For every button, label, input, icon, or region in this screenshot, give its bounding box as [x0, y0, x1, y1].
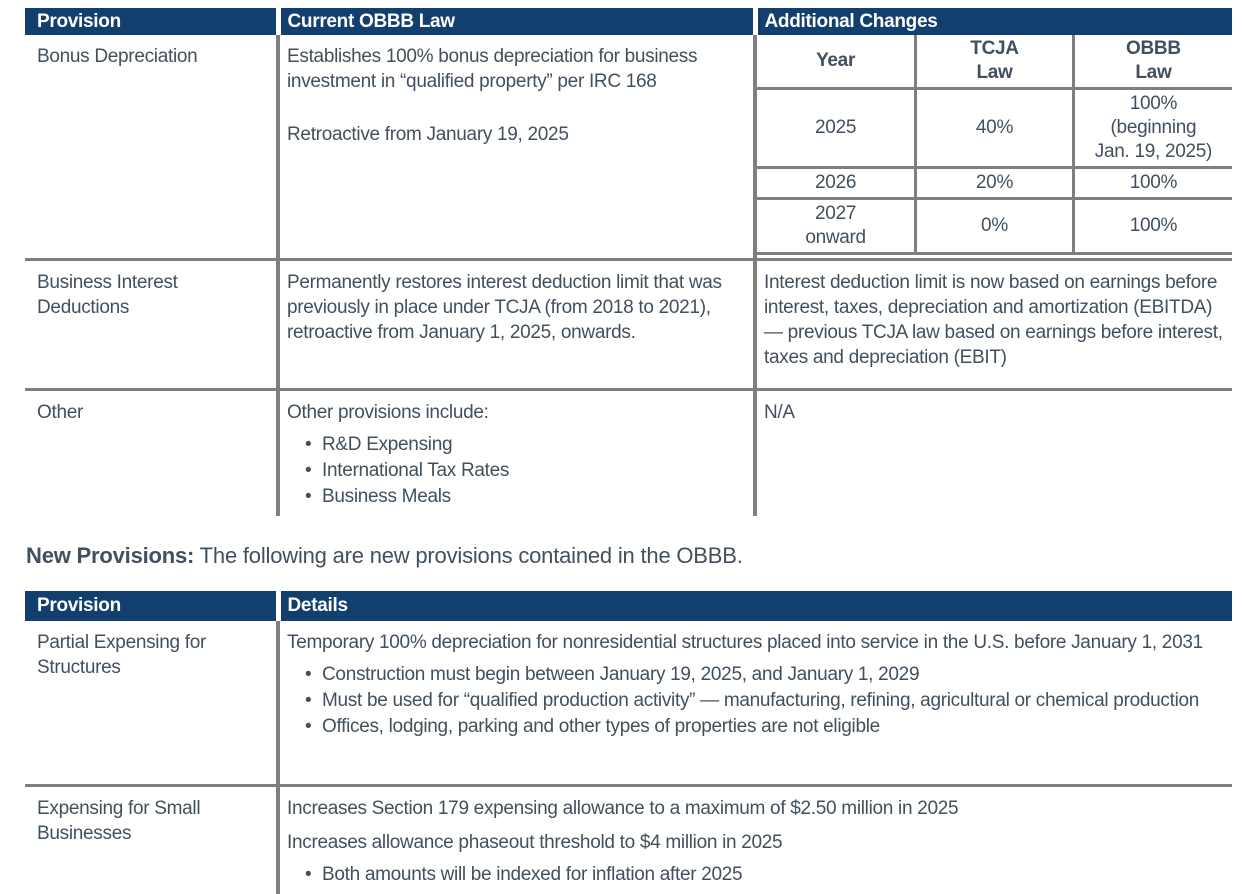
list-item: Both amounts will be indexed for inflati…	[287, 862, 1224, 887]
table1-header-provision: Provision	[25, 8, 278, 35]
year-cell: 2026	[757, 168, 916, 199]
list-item: International Tax Rates	[287, 458, 745, 483]
new-provisions-table: Provision Details Partial Expensing for …	[25, 591, 1232, 894]
provision-cell: Other	[25, 389, 278, 516]
list-item: Business Meals	[287, 484, 745, 509]
year-cell: 2027 onward	[757, 199, 916, 254]
table1-row-business-interest: Business Interest Deductions Permanently…	[25, 259, 1232, 389]
current-law-intro: Other provisions include:	[287, 400, 745, 425]
table1-header-additional-changes: Additional Changes	[755, 8, 1232, 35]
list-item: R&D Expensing	[287, 432, 745, 457]
other-provisions-list: R&D Expensing International Tax Rates Bu…	[287, 432, 745, 509]
current-law-text: Retroactive from January 19, 2025	[287, 122, 745, 147]
provision-label: Bonus Depreciation	[37, 44, 268, 69]
year-cell: 2025	[757, 89, 916, 168]
obbb-rate-cell: 100% (beginning Jan. 19, 2025)	[1073, 89, 1232, 168]
table1-row-other: Other Other provisions include: R&D Expe…	[25, 389, 1232, 516]
provision-cell: Expensing for Small Businesses	[25, 786, 278, 894]
details-text: Increases Section 179 expensing allowanc…	[287, 796, 1224, 821]
details-list: Construction must begin between January …	[287, 662, 1224, 739]
details-cell: Increases Section 179 expensing allowanc…	[278, 786, 1232, 894]
list-item: Construction must begin between January …	[287, 662, 1224, 687]
tcja-rate-cell: 0%	[916, 199, 1074, 254]
rate-header-tcja-law: TCJA Law	[916, 35, 1074, 89]
provision-label: Other	[37, 400, 268, 425]
details-text: Increases allowance phaseout threshold t…	[287, 830, 1224, 855]
obbb-changes-table: Provision Current OBBB Law Additional Ch…	[25, 8, 1232, 516]
tcja-rate-cell: 20%	[916, 168, 1074, 199]
table2-header-row: Provision Details	[25, 591, 1232, 621]
table2-header-details: Details	[278, 591, 1232, 621]
current-law-cell: Other provisions include: R&D Expensing …	[278, 389, 755, 516]
table2-row-partial-expensing: Partial Expensing for Structures Tempora…	[25, 621, 1232, 786]
heading-bold-text: New Provisions:	[26, 543, 194, 568]
heading-regular-text: The following are new provisions contain…	[194, 543, 743, 568]
table1-header-row: Provision Current OBBB Law Additional Ch…	[25, 8, 1232, 35]
rate-row-2026: 2026 20% 100%	[757, 168, 1232, 199]
rate-header-year: Year	[757, 35, 916, 89]
table2-header-provision: Provision	[25, 591, 278, 621]
rate-row-2025: 2025 40% 100% (beginning Jan. 19, 2025)	[757, 89, 1232, 168]
current-law-text: Permanently restores interest deduction …	[287, 270, 745, 345]
additional-changes-cell: Year TCJA Law OBBB Law	[755, 35, 1232, 259]
rate-table-header-row: Year TCJA Law OBBB Law	[757, 35, 1232, 89]
additional-changes-cell: Interest deduction limit is now based on…	[755, 259, 1232, 389]
rate-row-2027-onward: 2027 onward 0% 100%	[757, 199, 1232, 254]
table1-row-bonus-depreciation: Bonus Depreciation Establishes 100% bonu…	[25, 35, 1232, 259]
tcja-rate-cell: 40%	[916, 89, 1074, 168]
current-law-cell: Permanently restores interest deduction …	[278, 259, 755, 389]
provision-cell: Partial Expensing for Structures	[25, 621, 278, 786]
provision-label: Partial Expensing for Structures	[37, 630, 268, 680]
table1-header-current-obbb-law: Current OBBB Law	[278, 8, 755, 35]
details-cell: Temporary 100% depreciation for nonresid…	[278, 621, 1232, 786]
provision-label: Expensing for Small Businesses	[37, 796, 268, 846]
list-item: Offices, lodging, parking and other type…	[287, 714, 1224, 739]
details-list: Both amounts will be indexed for inflati…	[287, 862, 1224, 887]
provision-cell: Bonus Depreciation	[25, 35, 278, 259]
rate-header-obbb-law: OBBB Law	[1073, 35, 1232, 89]
details-intro: Temporary 100% depreciation for nonresid…	[287, 630, 1224, 655]
list-item: Must be used for “qualified production a…	[287, 688, 1224, 713]
current-law-text: Establishes 100% bonus depreciation for …	[287, 44, 745, 94]
provision-cell: Business Interest Deductions	[25, 259, 278, 389]
additional-changes-text: N/A	[764, 400, 1224, 425]
additional-changes-text: Interest deduction limit is now based on…	[764, 270, 1224, 370]
table2-row-small-business-expensing: Expensing for Small Businesses Increases…	[25, 786, 1232, 894]
current-law-cell: Establishes 100% bonus depreciation for …	[278, 35, 755, 259]
new-provisions-heading: New Provisions: The following are new pr…	[26, 542, 1232, 570]
obbb-rate-cell: 100%	[1073, 199, 1232, 254]
bonus-depreciation-rate-table: Year TCJA Law OBBB Law	[757, 35, 1232, 255]
obbb-rate-cell: 100%	[1073, 168, 1232, 199]
provision-label: Business Interest Deductions	[37, 270, 268, 320]
additional-changes-cell: N/A	[755, 389, 1232, 516]
